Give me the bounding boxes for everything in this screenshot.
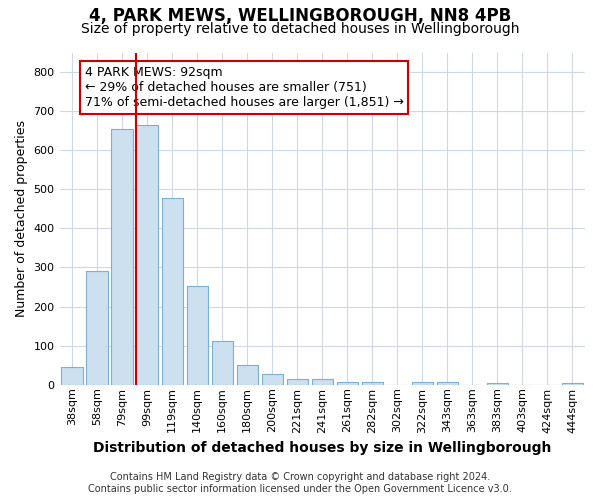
Bar <box>136 125 158 385</box>
Bar <box>337 382 358 385</box>
X-axis label: Distribution of detached houses by size in Wellingborough: Distribution of detached houses by size … <box>93 441 551 455</box>
Bar <box>112 128 133 385</box>
Bar <box>86 270 108 385</box>
Bar <box>437 382 458 385</box>
Bar <box>262 374 283 385</box>
Bar <box>412 382 433 385</box>
Text: 4 PARK MEWS: 92sqm
← 29% of detached houses are smaller (751)
71% of semi-detach: 4 PARK MEWS: 92sqm ← 29% of detached hou… <box>85 66 403 109</box>
Y-axis label: Number of detached properties: Number of detached properties <box>15 120 28 317</box>
Text: 4, PARK MEWS, WELLINGBOROUGH, NN8 4PB: 4, PARK MEWS, WELLINGBOROUGH, NN8 4PB <box>89 8 511 26</box>
Bar <box>161 198 183 385</box>
Bar <box>562 383 583 385</box>
Bar <box>487 383 508 385</box>
Bar <box>362 382 383 385</box>
Bar <box>212 340 233 385</box>
Bar <box>311 380 333 385</box>
Bar <box>287 380 308 385</box>
Text: Size of property relative to detached houses in Wellingborough: Size of property relative to detached ho… <box>81 22 519 36</box>
Bar <box>61 367 83 385</box>
Bar <box>187 286 208 385</box>
Text: Contains HM Land Registry data © Crown copyright and database right 2024.
Contai: Contains HM Land Registry data © Crown c… <box>88 472 512 494</box>
Bar <box>236 365 258 385</box>
